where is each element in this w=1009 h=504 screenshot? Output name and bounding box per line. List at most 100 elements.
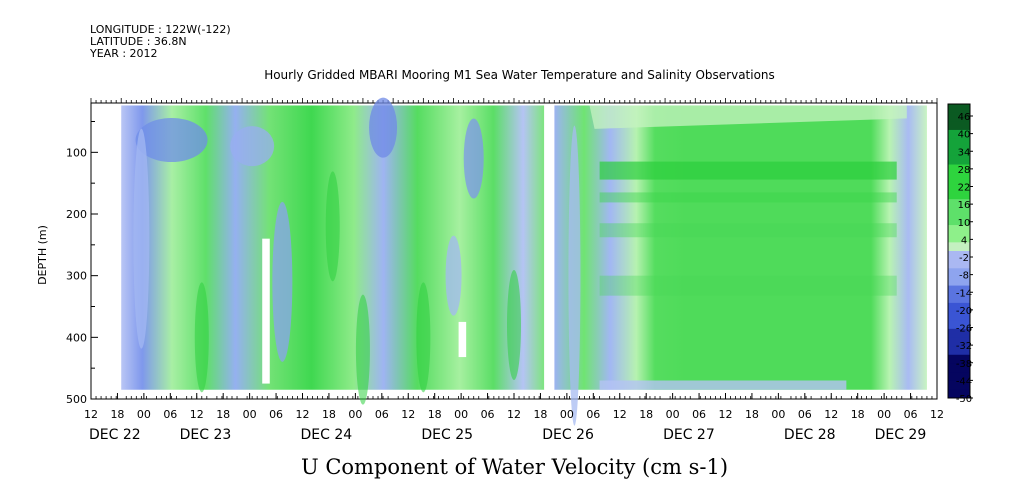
colorbar-label: -14 (956, 288, 972, 299)
x-hour-label: 00 (771, 408, 785, 421)
colorbar-frame (947, 103, 971, 399)
colorbar-label: -38 (956, 359, 972, 370)
negative-velocity-patch-1 (135, 118, 208, 162)
positive-velocity-streak-4 (507, 270, 521, 380)
colorbar-segment (948, 181, 970, 191)
colorbar-segment (948, 320, 970, 330)
chart-title: Hourly Gridded MBARI Mooring M1 Sea Wate… (264, 68, 775, 82)
negative-velocity-patch-5 (369, 97, 398, 158)
bottom-weak-negative (599, 380, 847, 390)
x-day-label: DEC 27 (663, 427, 715, 443)
x-hour-label: 06 (269, 408, 283, 421)
colorbar-segment (948, 190, 970, 200)
x-day-label: DEC 22 (89, 427, 141, 443)
longitude-label: LONGITUDE : 122W(-122) (90, 23, 231, 36)
colorbar-segment (948, 328, 970, 338)
x-day-label: DEC 24 (301, 427, 353, 443)
flow-band-2 (599, 192, 897, 203)
colorbar-segment (948, 233, 970, 243)
colorbar-label: -44 (956, 376, 972, 387)
data-segment-2 (554, 105, 927, 390)
x-hour-label: 06 (798, 408, 812, 421)
x-hour-label: 06 (163, 408, 177, 421)
x-axis: 12 18 00 06 12 18 00 06 12 18 00 06 12 18 00 06 12 18 00 06… (84, 393, 944, 443)
colorbar-label: 40 (958, 130, 971, 141)
colorbar-segment (948, 216, 970, 226)
positive-velocity-streak-5 (355, 294, 370, 405)
colorbar-segment (948, 346, 970, 356)
colorbar-label: 16 (958, 200, 971, 211)
x-hour-label: 06 (692, 408, 706, 421)
y-tick-label: 300 (66, 270, 87, 283)
y-axis-label: DEPTH (m) (36, 225, 49, 285)
colorbar-segment (948, 268, 970, 278)
x-day-label: DEC 23 (180, 427, 232, 443)
x-hour-label: 18 (639, 408, 653, 421)
colorbar-segment (948, 129, 970, 140)
colorbar-label: 34 (958, 147, 971, 158)
colorbar-segment (948, 242, 970, 252)
negative-velocity-patch-3 (230, 126, 275, 167)
colorbar-segment (948, 259, 970, 269)
positive-velocity-streak-3 (416, 282, 431, 393)
x-hour-label: 00 (877, 408, 891, 421)
x-axis-title: U Component of Water Velocity (cm s-1) (300, 455, 729, 479)
colorbar-label: -20 (956, 306, 972, 317)
x-hour-label: 06 (586, 408, 600, 421)
colorbar-label: 22 (958, 183, 971, 194)
y-tick-label: 200 (66, 208, 87, 221)
colorbar-segment (948, 138, 970, 148)
colorbar-label: -32 (956, 341, 972, 352)
colorbar-segment (948, 207, 970, 217)
x-hour-label: 12 (84, 408, 98, 421)
y-tick-label: 400 (66, 331, 87, 344)
x-day-label: DEC 25 (421, 427, 473, 443)
missing-data-gap-3 (544, 105, 555, 390)
flow-band-4 (599, 275, 897, 296)
x-hour-label: 12 (719, 408, 733, 421)
colorbar-segment (948, 363, 970, 373)
colorbar-segment (948, 225, 970, 235)
x-hour-label: 12 (401, 408, 415, 421)
x-hour-label: 00 (243, 408, 257, 421)
x-hour-label: 00 (137, 408, 151, 421)
x-hour-label: 18 (533, 408, 547, 421)
colorbar-segment (948, 276, 970, 287)
colorbar-label: 10 (958, 218, 971, 229)
x-hour-label: 12 (613, 408, 627, 421)
x-day-label: DEC 28 (784, 427, 836, 443)
negative-velocity-patch-7 (463, 118, 484, 199)
colorbar-segment (948, 285, 970, 295)
x-hour-label: 18 (110, 408, 124, 421)
colorbar-label: -8 (959, 271, 969, 282)
y-tick-label: 500 (66, 393, 87, 406)
x-hour-label: 00 (348, 408, 362, 421)
positive-velocity-streak-1 (194, 282, 209, 393)
missing-data-gap-1 (262, 238, 270, 384)
missing-data-gap-2 (458, 321, 467, 358)
colorbar-segment (948, 164, 970, 174)
x-hour-label: 12 (507, 408, 521, 421)
x-hour-label: 12 (190, 408, 204, 421)
x-hour-label: 18 (216, 408, 230, 421)
x-hour-label: 18 (851, 408, 865, 421)
negative-velocity-patch-2 (133, 128, 150, 349)
flow-band-3 (599, 223, 897, 238)
negative-velocity-patch-8 (568, 125, 581, 426)
colorbar-segment (948, 155, 970, 166)
colorbar-segment (948, 199, 970, 209)
colorbar-label: 4 (961, 235, 967, 246)
y-axis: 100 200 300 400 500 (66, 121, 98, 406)
x-hour-label: 18 (745, 408, 759, 421)
colorbar-segment (948, 380, 970, 390)
colorbar-label: 28 (958, 165, 971, 176)
colorbar-segment (948, 147, 970, 157)
x-hour-label: 12 (296, 408, 310, 421)
colorbar-segment (948, 389, 970, 399)
colorbar-segment (948, 302, 970, 313)
colorbar-label: -26 (956, 324, 972, 335)
colorbar-segment (948, 372, 970, 382)
x-hour-label: 12 (930, 408, 944, 421)
